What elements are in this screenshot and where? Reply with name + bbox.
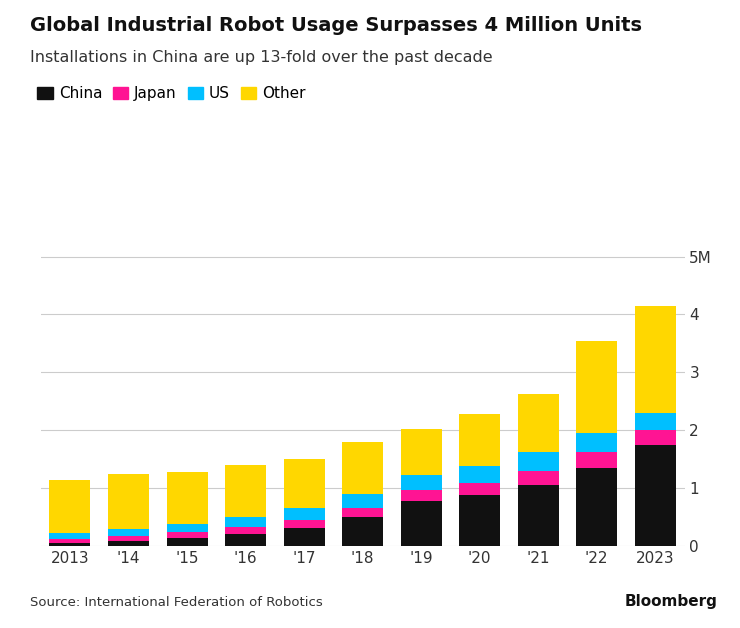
- Bar: [576, 340, 617, 433]
- Bar: [283, 528, 325, 546]
- Bar: [225, 517, 266, 527]
- Bar: [108, 474, 149, 529]
- Bar: [400, 429, 442, 475]
- Bar: [400, 475, 442, 490]
- Bar: [576, 452, 617, 468]
- Bar: [400, 501, 442, 546]
- Bar: [225, 465, 266, 517]
- Bar: [518, 471, 559, 485]
- Text: Installations in China are up 13-fold over the past decade: Installations in China are up 13-fold ov…: [30, 50, 492, 65]
- Bar: [50, 543, 90, 546]
- Bar: [50, 539, 90, 543]
- Bar: [342, 494, 383, 507]
- Bar: [576, 468, 617, 546]
- Bar: [459, 414, 500, 467]
- Bar: [635, 413, 676, 430]
- Bar: [283, 508, 325, 520]
- Bar: [166, 532, 207, 538]
- Legend: China, Japan, US, Other: China, Japan, US, Other: [37, 86, 306, 101]
- Bar: [108, 541, 149, 546]
- Bar: [166, 538, 207, 546]
- Bar: [635, 306, 676, 413]
- Bar: [459, 467, 500, 482]
- Bar: [283, 520, 325, 528]
- Bar: [518, 485, 559, 546]
- Bar: [283, 459, 325, 508]
- Bar: [635, 445, 676, 546]
- Bar: [342, 442, 383, 494]
- Bar: [635, 430, 676, 445]
- Text: Source: International Federation of Robotics: Source: International Federation of Robo…: [30, 596, 323, 609]
- Bar: [50, 480, 90, 533]
- Text: Bloomberg: Bloomberg: [625, 594, 718, 609]
- Bar: [576, 433, 617, 452]
- Bar: [342, 507, 383, 517]
- Bar: [342, 517, 383, 546]
- Bar: [166, 524, 207, 532]
- Bar: [225, 534, 266, 546]
- Bar: [225, 527, 266, 534]
- Bar: [459, 482, 500, 495]
- Bar: [400, 490, 442, 501]
- Bar: [518, 452, 559, 471]
- Bar: [108, 529, 149, 536]
- Bar: [459, 495, 500, 546]
- Bar: [108, 536, 149, 541]
- Bar: [518, 394, 559, 452]
- Text: Global Industrial Robot Usage Surpasses 4 Million Units: Global Industrial Robot Usage Surpasses …: [30, 16, 642, 35]
- Bar: [50, 533, 90, 539]
- Bar: [166, 472, 207, 524]
